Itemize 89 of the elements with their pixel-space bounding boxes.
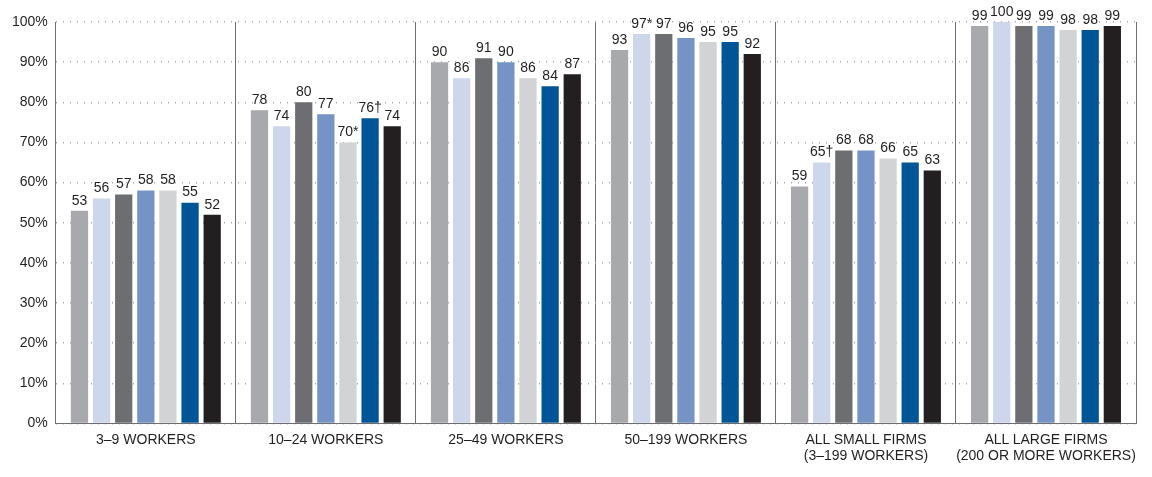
x-tick-label: 3–9 WORKERS bbox=[96, 430, 196, 447]
data-label: 100 bbox=[990, 2, 1014, 19]
bar bbox=[383, 126, 401, 423]
x-tick-label: 50–199 WORKERS bbox=[624, 430, 748, 447]
bar bbox=[1081, 30, 1099, 423]
data-label: 63 bbox=[924, 151, 941, 168]
y-tick-label: 60% bbox=[19, 173, 48, 190]
bar bbox=[317, 114, 335, 423]
data-label: 95 bbox=[700, 22, 717, 39]
x-tick-label: ALL SMALL FIRMS (3–199 WORKERS) bbox=[803, 430, 929, 464]
data-label: 68 bbox=[836, 131, 852, 148]
bar bbox=[1103, 26, 1121, 423]
bar bbox=[339, 142, 357, 423]
bar bbox=[563, 74, 581, 423]
y-tick-label: 90% bbox=[19, 53, 48, 69]
data-label: 97 bbox=[656, 14, 672, 31]
data-label: 78 bbox=[251, 91, 268, 108]
data-label: 76† bbox=[358, 99, 382, 116]
bar bbox=[813, 162, 831, 423]
y-tick-label: 50% bbox=[19, 213, 48, 230]
bar bbox=[923, 170, 941, 423]
y-tick-label: 70% bbox=[19, 133, 48, 150]
bar bbox=[361, 118, 379, 423]
data-label: 55 bbox=[182, 183, 199, 200]
bar bbox=[879, 158, 897, 423]
y-tick-label: 10% bbox=[19, 374, 48, 391]
data-label: 65† bbox=[810, 143, 834, 160]
bar bbox=[1037, 26, 1055, 423]
data-label: 90 bbox=[498, 43, 514, 59]
bar bbox=[743, 54, 761, 423]
data-label: 52 bbox=[204, 195, 221, 212]
data-label: 91 bbox=[475, 38, 492, 55]
y-tick-label: 100% bbox=[11, 12, 48, 29]
y-tick-label: 30% bbox=[19, 293, 48, 310]
data-label: 77 bbox=[318, 95, 334, 112]
data-label: 87 bbox=[564, 55, 581, 72]
data-label: 99 bbox=[971, 6, 988, 23]
bar bbox=[993, 22, 1011, 423]
data-label: 80 bbox=[295, 83, 312, 100]
data-label: 96 bbox=[678, 18, 694, 35]
data-label: 65 bbox=[902, 143, 919, 160]
bar bbox=[137, 190, 155, 423]
x-tick-label: 25–49 WORKERS bbox=[448, 430, 564, 447]
bar bbox=[901, 162, 919, 423]
data-label: 99 bbox=[1038, 6, 1054, 23]
data-label: 97* bbox=[631, 14, 653, 31]
data-label: 58 bbox=[138, 171, 154, 188]
data-label: 98 bbox=[1082, 10, 1099, 27]
data-label: 95 bbox=[722, 22, 739, 39]
data-label: 98 bbox=[1060, 10, 1077, 27]
data-label: 93 bbox=[611, 30, 628, 47]
data-label: 57 bbox=[115, 175, 132, 192]
data-label: 53 bbox=[71, 191, 88, 208]
y-tick-label: 20% bbox=[19, 333, 48, 350]
bar bbox=[633, 34, 651, 423]
data-label: 74 bbox=[384, 107, 401, 124]
bar bbox=[677, 38, 695, 423]
data-label: 92 bbox=[744, 34, 761, 51]
data-label: 68 bbox=[858, 131, 874, 148]
data-label: 86 bbox=[453, 59, 470, 76]
bar bbox=[721, 42, 739, 423]
x-tick-label: 10–24 WORKERS bbox=[268, 430, 384, 447]
data-label: 59 bbox=[791, 167, 808, 184]
bar bbox=[497, 62, 515, 423]
data-label: 58 bbox=[160, 171, 176, 188]
bar bbox=[519, 78, 537, 423]
data-label: 66 bbox=[880, 139, 897, 156]
data-label: 74 bbox=[273, 107, 290, 124]
bar bbox=[159, 190, 177, 423]
bar bbox=[92, 198, 111, 423]
bar bbox=[541, 86, 559, 423]
bar bbox=[453, 78, 471, 423]
data-label: 86 bbox=[520, 59, 536, 76]
bar bbox=[699, 42, 717, 423]
bar bbox=[1059, 30, 1077, 423]
y-tick-label: 80% bbox=[19, 93, 48, 110]
bar bbox=[181, 202, 199, 423]
bar bbox=[857, 150, 875, 423]
data-label: 99 bbox=[1016, 6, 1032, 23]
data-label: 70* bbox=[337, 123, 360, 140]
data-label: 84 bbox=[542, 67, 559, 84]
y-tick-label: 40% bbox=[19, 253, 48, 270]
data-label: 99 bbox=[1104, 6, 1121, 23]
bar bbox=[272, 126, 291, 423]
bar bbox=[203, 214, 221, 423]
y-tick-label: 0% bbox=[27, 414, 48, 431]
data-label: 90 bbox=[431, 43, 448, 59]
x-tick-label: ALL LARGE FIRMS (200 OR MORE WORKERS) bbox=[956, 430, 1136, 464]
data-label: 56 bbox=[93, 179, 110, 196]
